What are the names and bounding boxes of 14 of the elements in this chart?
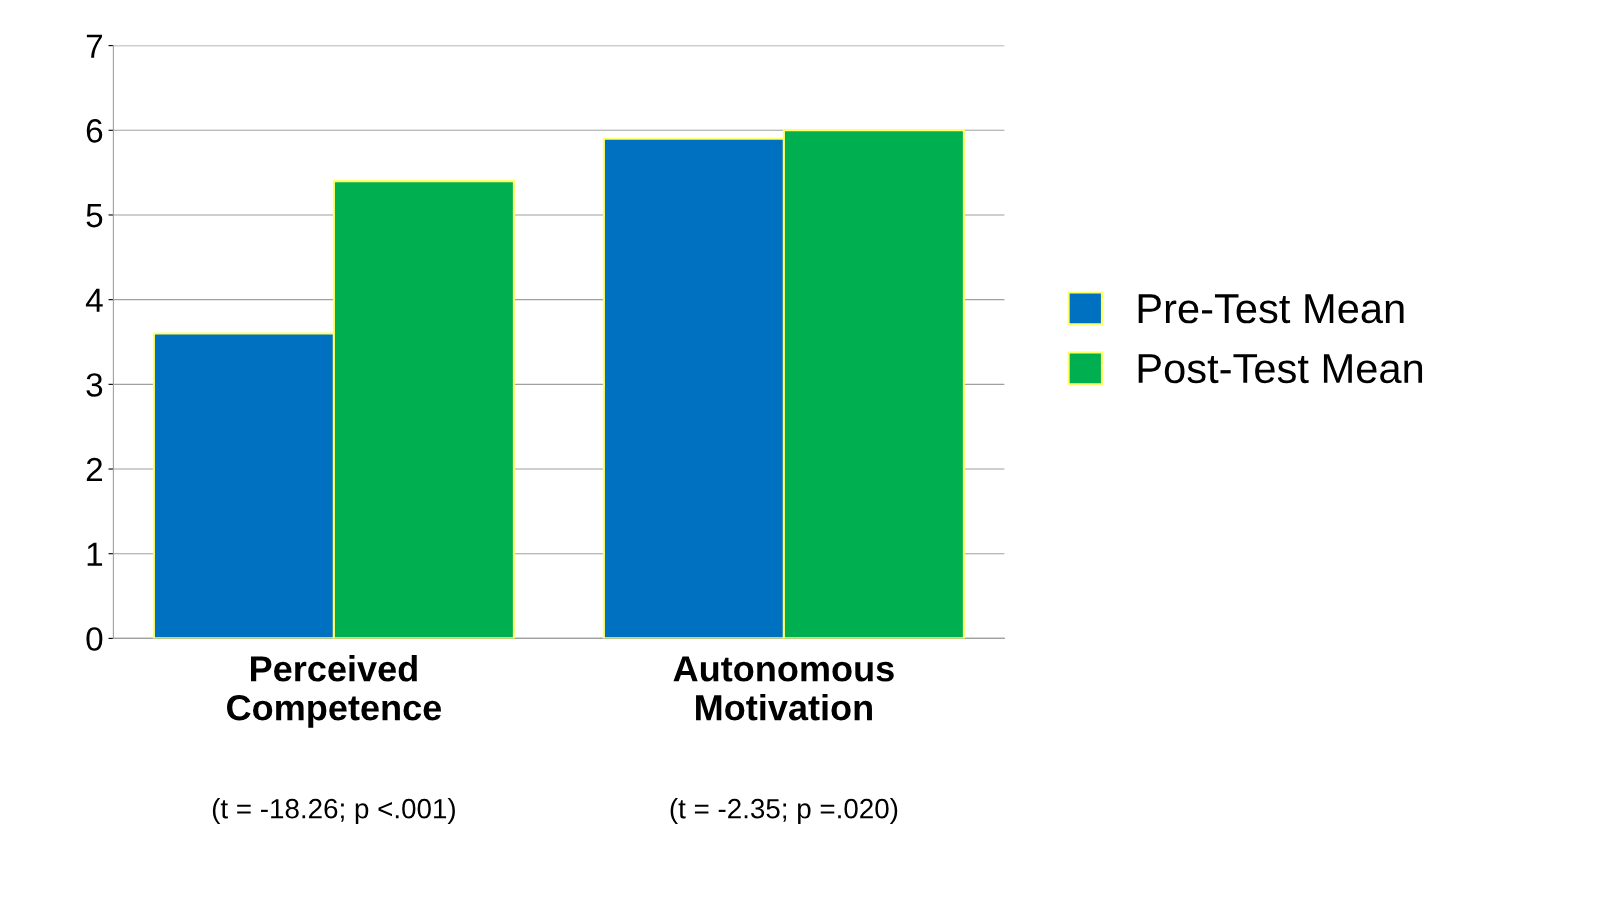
- text: (t = -2.35; p =.020): [670, 798, 898, 825]
- text: (t = -18.26; p <.001): [212, 798, 455, 825]
- y-tick-label: 6: [86, 119, 103, 143]
- x-tick-label: Perceived Competence: [227, 655, 442, 728]
- y-tick-label: 0: [86, 627, 103, 651]
- y-tick-label: 3: [86, 373, 103, 397]
- y-tick-label: 4: [85, 288, 103, 312]
- y-tick-label: 5: [86, 204, 103, 228]
- legend-label: Pre-Test Mean: [1138, 294, 1404, 324]
- legend-label: Post-Test Mean: [1138, 354, 1423, 384]
- x-tick-label: Autonomous Motivation: [673, 656, 894, 721]
- y-tick-label: 2: [86, 457, 103, 482]
- y-tick-label: 1: [87, 542, 103, 566]
- y-tick-label: 7: [86, 34, 103, 58]
